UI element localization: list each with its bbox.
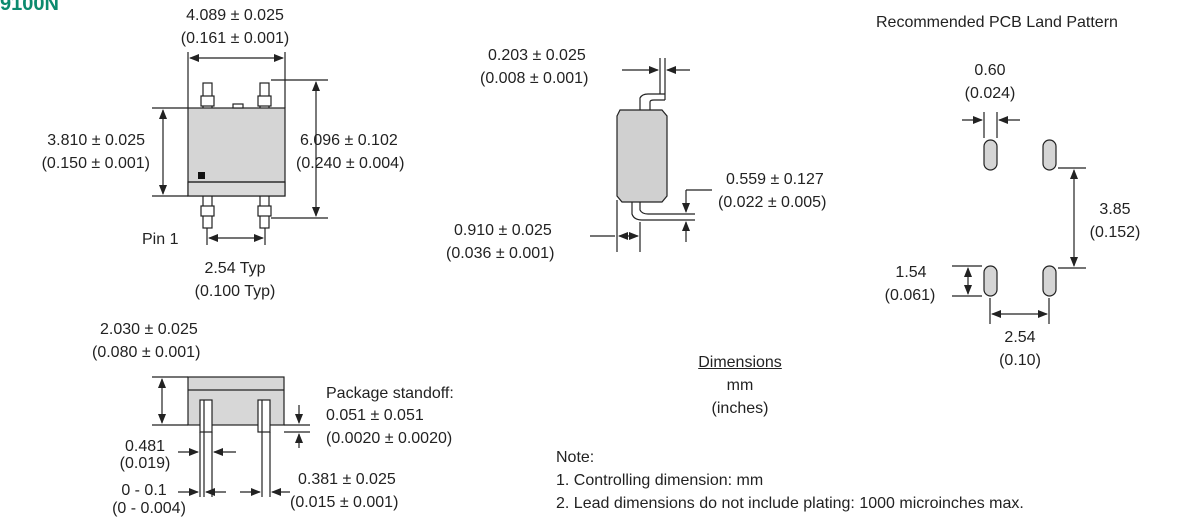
front-narrow-mm: 0.381 ± 0.025 bbox=[298, 471, 396, 488]
front-lead-w-mm: 0.481 bbox=[124, 438, 166, 455]
legend-title: Dimensions bbox=[698, 354, 782, 371]
standoff-mm: 0.051 ± 0.051 bbox=[326, 407, 424, 424]
land-pad-len-in: (0.061) bbox=[884, 287, 936, 304]
top-pitch-mm: 2.54 Typ bbox=[204, 260, 266, 277]
top-pitch-in: (0.100 Typ) bbox=[194, 283, 276, 300]
top-overall-mm: 6.096 ± 0.102 bbox=[300, 132, 398, 149]
land-pad-w-in: (0.024) bbox=[964, 85, 1016, 102]
side-lead-thk-mm: 0.203 ± 0.025 bbox=[488, 47, 586, 64]
pin1-label: Pin 1 bbox=[142, 231, 179, 248]
side-view bbox=[590, 58, 712, 252]
top-view bbox=[152, 52, 328, 245]
land-pitch-mm: 2.54 bbox=[1004, 329, 1036, 346]
top-width-mm: 4.089 ± 0.025 bbox=[186, 7, 284, 24]
front-body-h-in: (0.080 ± 0.001) bbox=[92, 344, 201, 361]
part-number-fragment: 9100N bbox=[0, 0, 59, 15]
land-row-gap-mm: 3.85 bbox=[1099, 201, 1131, 218]
side-lead-h-in: (0.022 ± 0.005) bbox=[718, 194, 827, 211]
land-row-gap-in: (0.152) bbox=[1089, 224, 1141, 241]
note-title: Note: bbox=[556, 449, 595, 466]
side-lead-h-mm: 0.559 ± 0.127 bbox=[726, 171, 824, 188]
front-lead-w-in: (0.019) bbox=[119, 455, 171, 472]
side-foot-mm: 0.910 ± 0.025 bbox=[454, 222, 552, 239]
side-lead-thk-in: (0.008 ± 0.001) bbox=[480, 70, 589, 87]
top-overall-in: (0.240 ± 0.004) bbox=[296, 155, 405, 172]
note-item-1: 1. Controlling dimension: mm bbox=[556, 472, 764, 489]
front-view bbox=[152, 376, 310, 497]
front-body-h-mm: 2.030 ± 0.025 bbox=[100, 321, 198, 338]
side-foot-in: (0.036 ± 0.001) bbox=[446, 245, 555, 262]
legend-unit-in: (inches) bbox=[711, 400, 769, 417]
top-height-in: (0.150 ± 0.001) bbox=[41, 155, 150, 172]
land-pattern-title: Recommended PCB Land Pattern bbox=[876, 14, 1118, 31]
note-item-2: 2. Lead dimensions do not include platin… bbox=[556, 495, 1024, 512]
standoff-in: (0.0020 ± 0.0020) bbox=[326, 430, 453, 447]
land-pad-w-mm: 0.60 bbox=[974, 62, 1006, 79]
front-narrow-in: (0.015 ± 0.001) bbox=[290, 494, 399, 511]
legend-unit-mm: mm bbox=[726, 377, 754, 394]
land-pattern bbox=[952, 112, 1086, 324]
top-height-mm: 3.810 ± 0.025 bbox=[47, 132, 145, 149]
top-width-in: (0.161 ± 0.001) bbox=[180, 30, 290, 47]
standoff-title: Package standoff: bbox=[326, 385, 454, 402]
land-pad-len-mm: 1.54 bbox=[895, 264, 927, 281]
land-pitch-in: (0.10) bbox=[999, 352, 1041, 369]
front-gap-in: (0 - 0.004) bbox=[112, 500, 186, 517]
front-gap-mm: 0 - 0.1 bbox=[121, 482, 167, 499]
